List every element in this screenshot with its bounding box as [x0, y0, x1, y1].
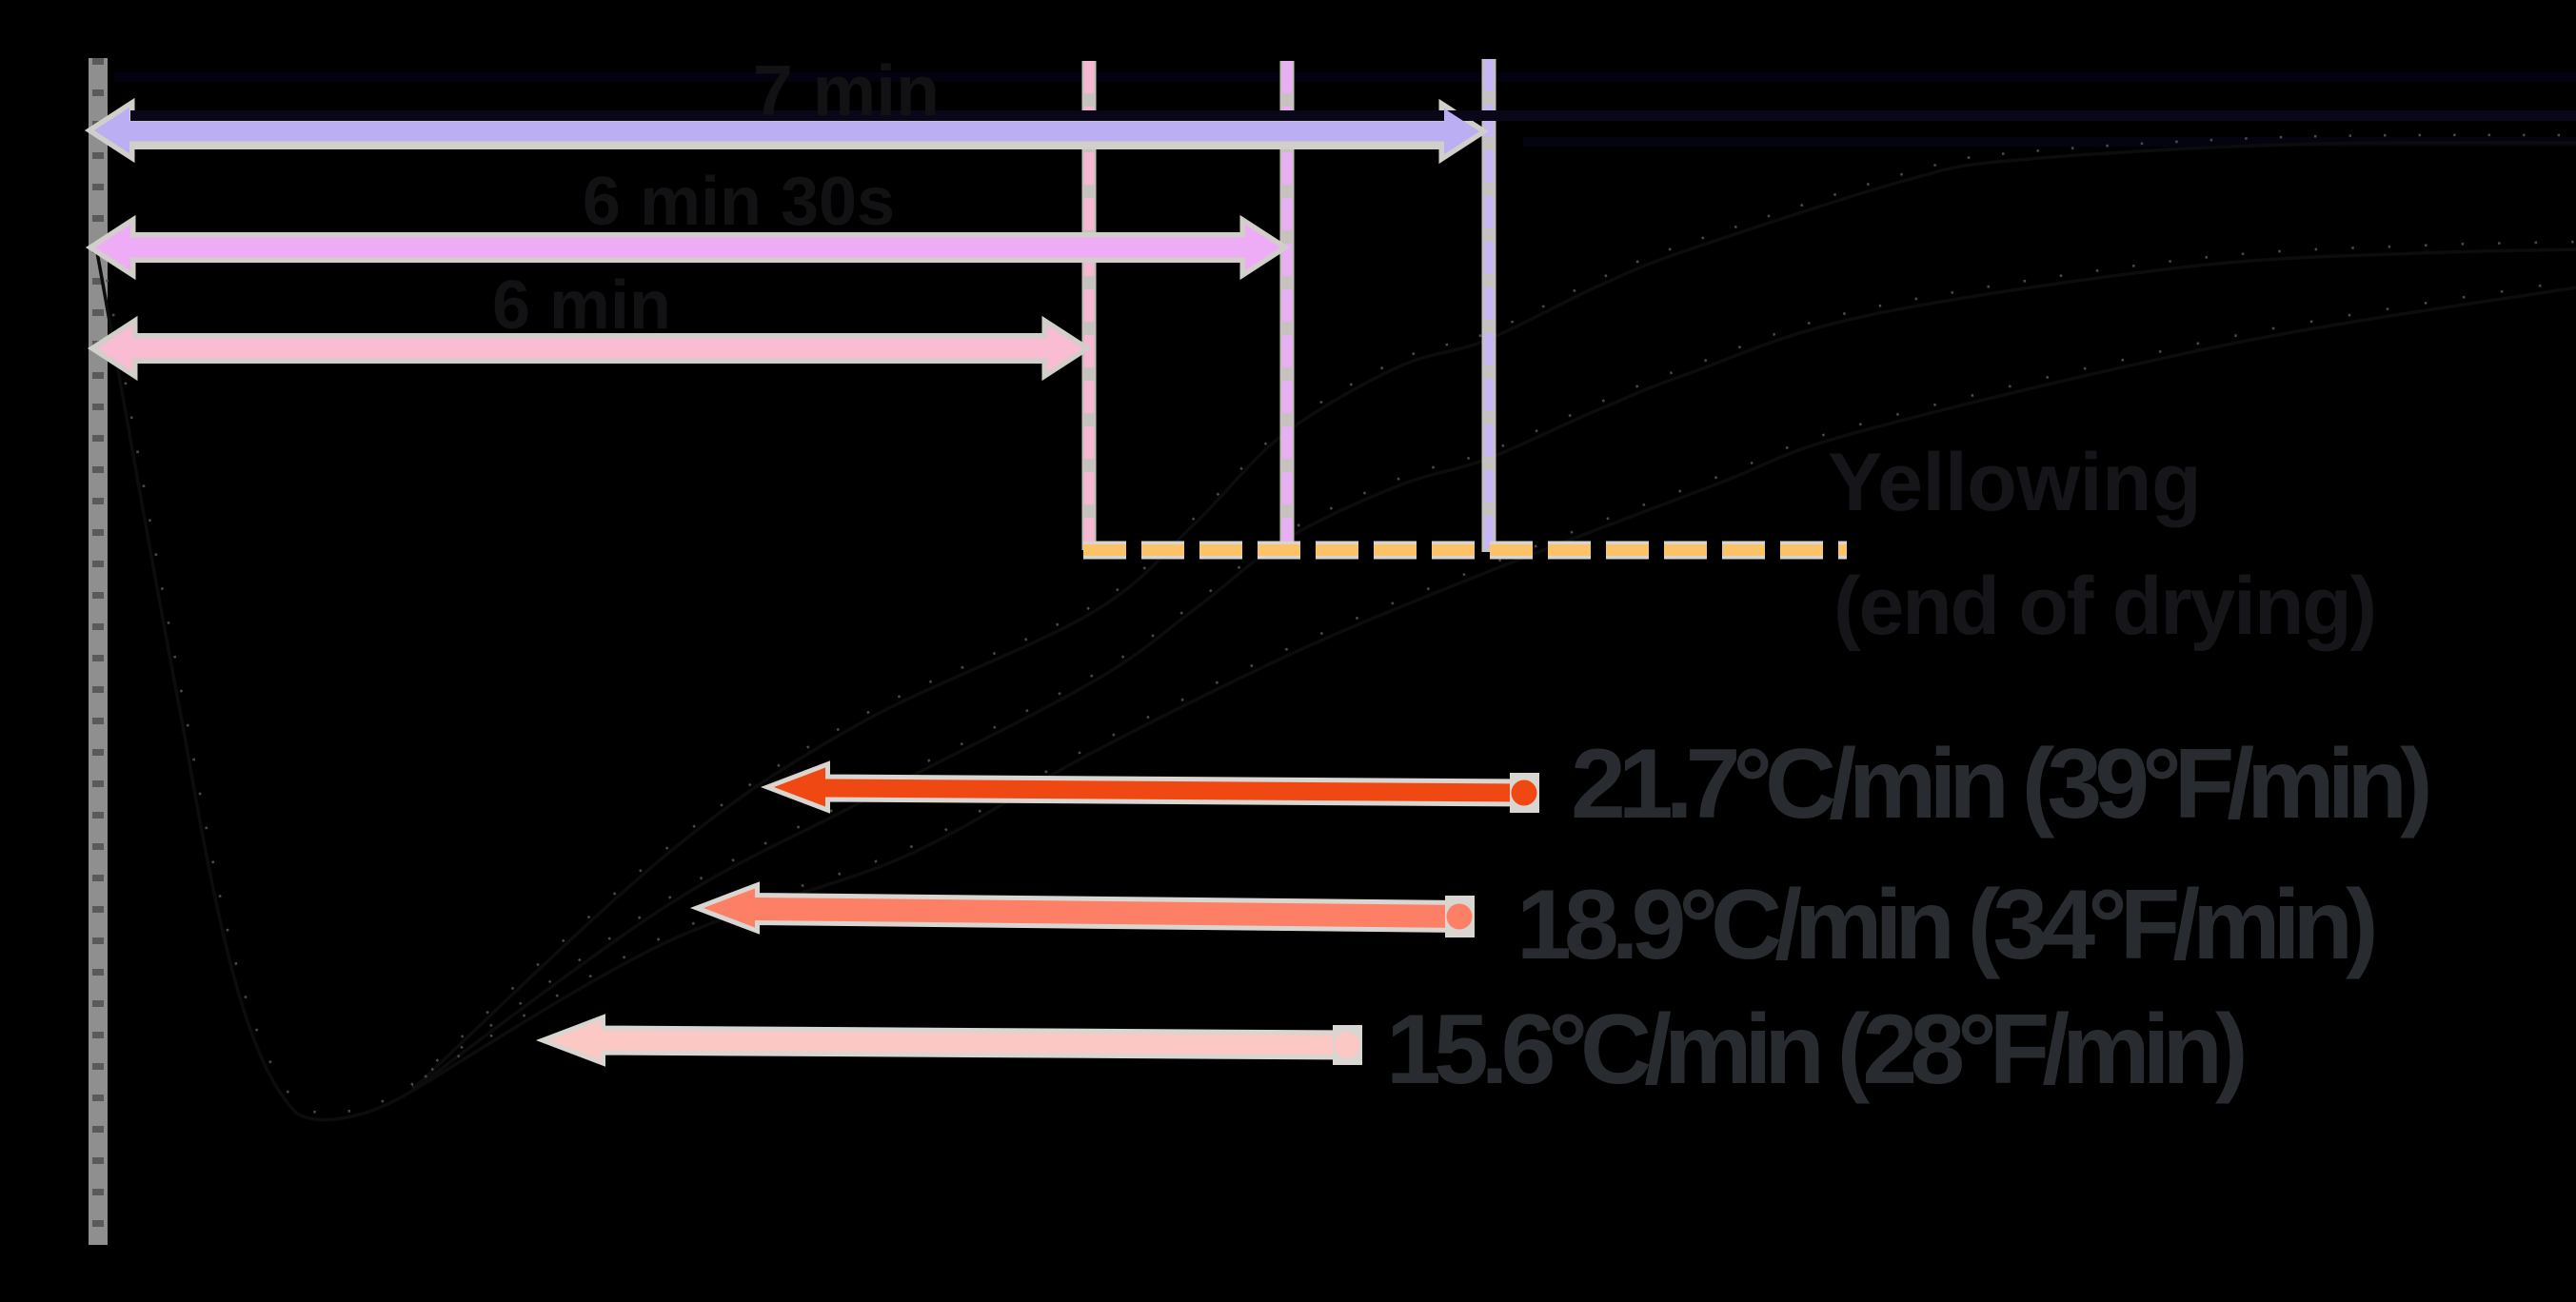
svg-text:6 min: 6 min: [492, 267, 671, 344]
svg-text:21.7°C/min (39°F/min): 21.7°C/min (39°F/min): [1571, 729, 2428, 839]
svg-text:Yellowing: Yellowing: [1828, 437, 2201, 528]
svg-text:(end of drying): (end of drying): [1833, 561, 2375, 652]
svg-text:7 min: 7 min: [753, 50, 940, 130]
svg-text:18.9°C/min (34°F/min): 18.9°C/min (34°F/min): [1516, 870, 2374, 980]
svg-text:6 min 30s: 6 min 30s: [583, 164, 895, 240]
svg-text:15.6°C/min (28°F/min): 15.6°C/min (28°F/min): [1386, 995, 2244, 1105]
